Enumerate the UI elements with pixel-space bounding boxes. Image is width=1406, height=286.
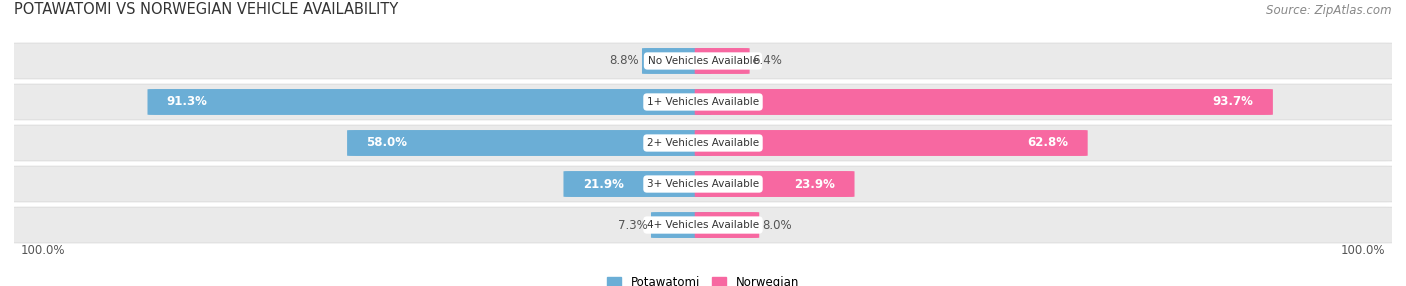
Text: 100.0%: 100.0% (21, 244, 66, 257)
FancyBboxPatch shape (4, 43, 1402, 79)
FancyBboxPatch shape (695, 212, 759, 238)
Text: 23.9%: 23.9% (794, 178, 835, 190)
FancyBboxPatch shape (695, 171, 855, 197)
FancyBboxPatch shape (695, 130, 1088, 156)
FancyBboxPatch shape (651, 212, 711, 238)
Text: 91.3%: 91.3% (167, 96, 208, 108)
Text: POTAWATOMI VS NORWEGIAN VEHICLE AVAILABILITY: POTAWATOMI VS NORWEGIAN VEHICLE AVAILABI… (14, 2, 398, 17)
Text: Source: ZipAtlas.com: Source: ZipAtlas.com (1267, 4, 1392, 17)
Text: 2+ Vehicles Available: 2+ Vehicles Available (647, 138, 759, 148)
Text: 6.4%: 6.4% (752, 54, 782, 67)
Text: 8.8%: 8.8% (610, 54, 640, 67)
Legend: Potawatomi, Norwegian: Potawatomi, Norwegian (602, 271, 804, 286)
FancyBboxPatch shape (148, 89, 711, 115)
Text: 8.0%: 8.0% (762, 219, 792, 232)
FancyBboxPatch shape (4, 125, 1402, 161)
Text: 93.7%: 93.7% (1213, 96, 1254, 108)
Text: 100.0%: 100.0% (1340, 244, 1385, 257)
Text: 4+ Vehicles Available: 4+ Vehicles Available (647, 220, 759, 230)
FancyBboxPatch shape (695, 48, 749, 74)
FancyBboxPatch shape (643, 48, 711, 74)
Text: 21.9%: 21.9% (582, 178, 624, 190)
Text: 1+ Vehicles Available: 1+ Vehicles Available (647, 97, 759, 107)
FancyBboxPatch shape (4, 166, 1402, 202)
Text: 58.0%: 58.0% (367, 136, 408, 150)
FancyBboxPatch shape (695, 89, 1272, 115)
FancyBboxPatch shape (4, 207, 1402, 243)
Text: 62.8%: 62.8% (1028, 136, 1069, 150)
FancyBboxPatch shape (347, 130, 711, 156)
Text: No Vehicles Available: No Vehicles Available (648, 56, 758, 66)
FancyBboxPatch shape (564, 171, 711, 197)
Text: 7.3%: 7.3% (619, 219, 648, 232)
FancyBboxPatch shape (4, 84, 1402, 120)
Text: 3+ Vehicles Available: 3+ Vehicles Available (647, 179, 759, 189)
